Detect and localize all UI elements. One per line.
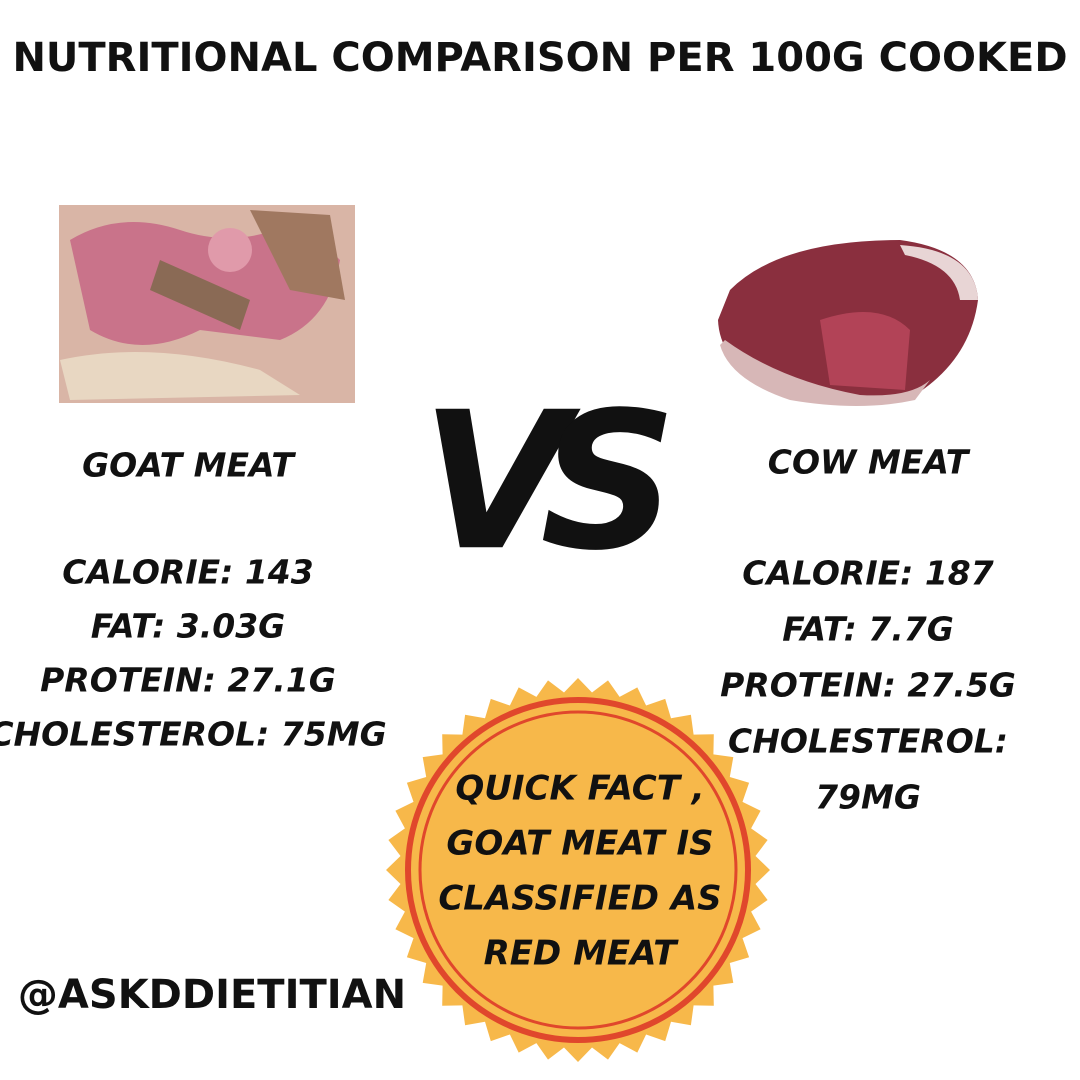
goat-image: [59, 205, 355, 403]
stat-line: PROTEIN: 27.5G: [720, 666, 1016, 705]
stat-line: FAT: 7.7G: [782, 610, 954, 649]
badge-ring: [418, 710, 738, 1030]
title: NUTRITIONAL COMPARISON PER 100G COOKED: [12, 35, 1067, 81]
badge-line: QUICK FACT ,: [455, 769, 704, 809]
cow-image: [718, 240, 978, 406]
left-name: GOAT MEAT: [82, 446, 296, 485]
handle: @ASKDDIETITIAN: [18, 972, 406, 1018]
badge-line: RED MEAT: [484, 934, 680, 974]
stat-line: CALORIE: 143: [62, 553, 313, 592]
stat-line: CHOLESTEROL:: [728, 722, 1008, 761]
stat-line: CHOLESTEROL: 75MG: [0, 715, 387, 754]
right-name: COW MEAT: [768, 443, 971, 482]
versus: VS: [421, 371, 667, 592]
badge-line: CLASSIFIED AS: [438, 879, 721, 919]
badge-burst: [386, 678, 770, 1062]
right-stats: CALORIE: 187 FAT: 7.7G PROTEIN: 27.5G CHOLE…: [720, 554, 1016, 817]
stat-line: 79MG: [815, 778, 921, 817]
badge: QUICK FACT , GOAT MEAT IS CLASSIFIED AS RED…: [386, 678, 770, 1062]
stat-line: FAT: 3.03G: [91, 607, 286, 646]
badge-line: GOAT MEAT IS: [446, 824, 713, 864]
stat-line: PROTEIN: 27.1G: [40, 661, 336, 700]
left-stats: CALORIE: 143 FAT: 3.03G PROTEIN: 27.1G CHOL…: [0, 553, 387, 754]
stat-line: CALORIE: 187: [742, 554, 994, 593]
badge-ring: [405, 697, 751, 1043]
